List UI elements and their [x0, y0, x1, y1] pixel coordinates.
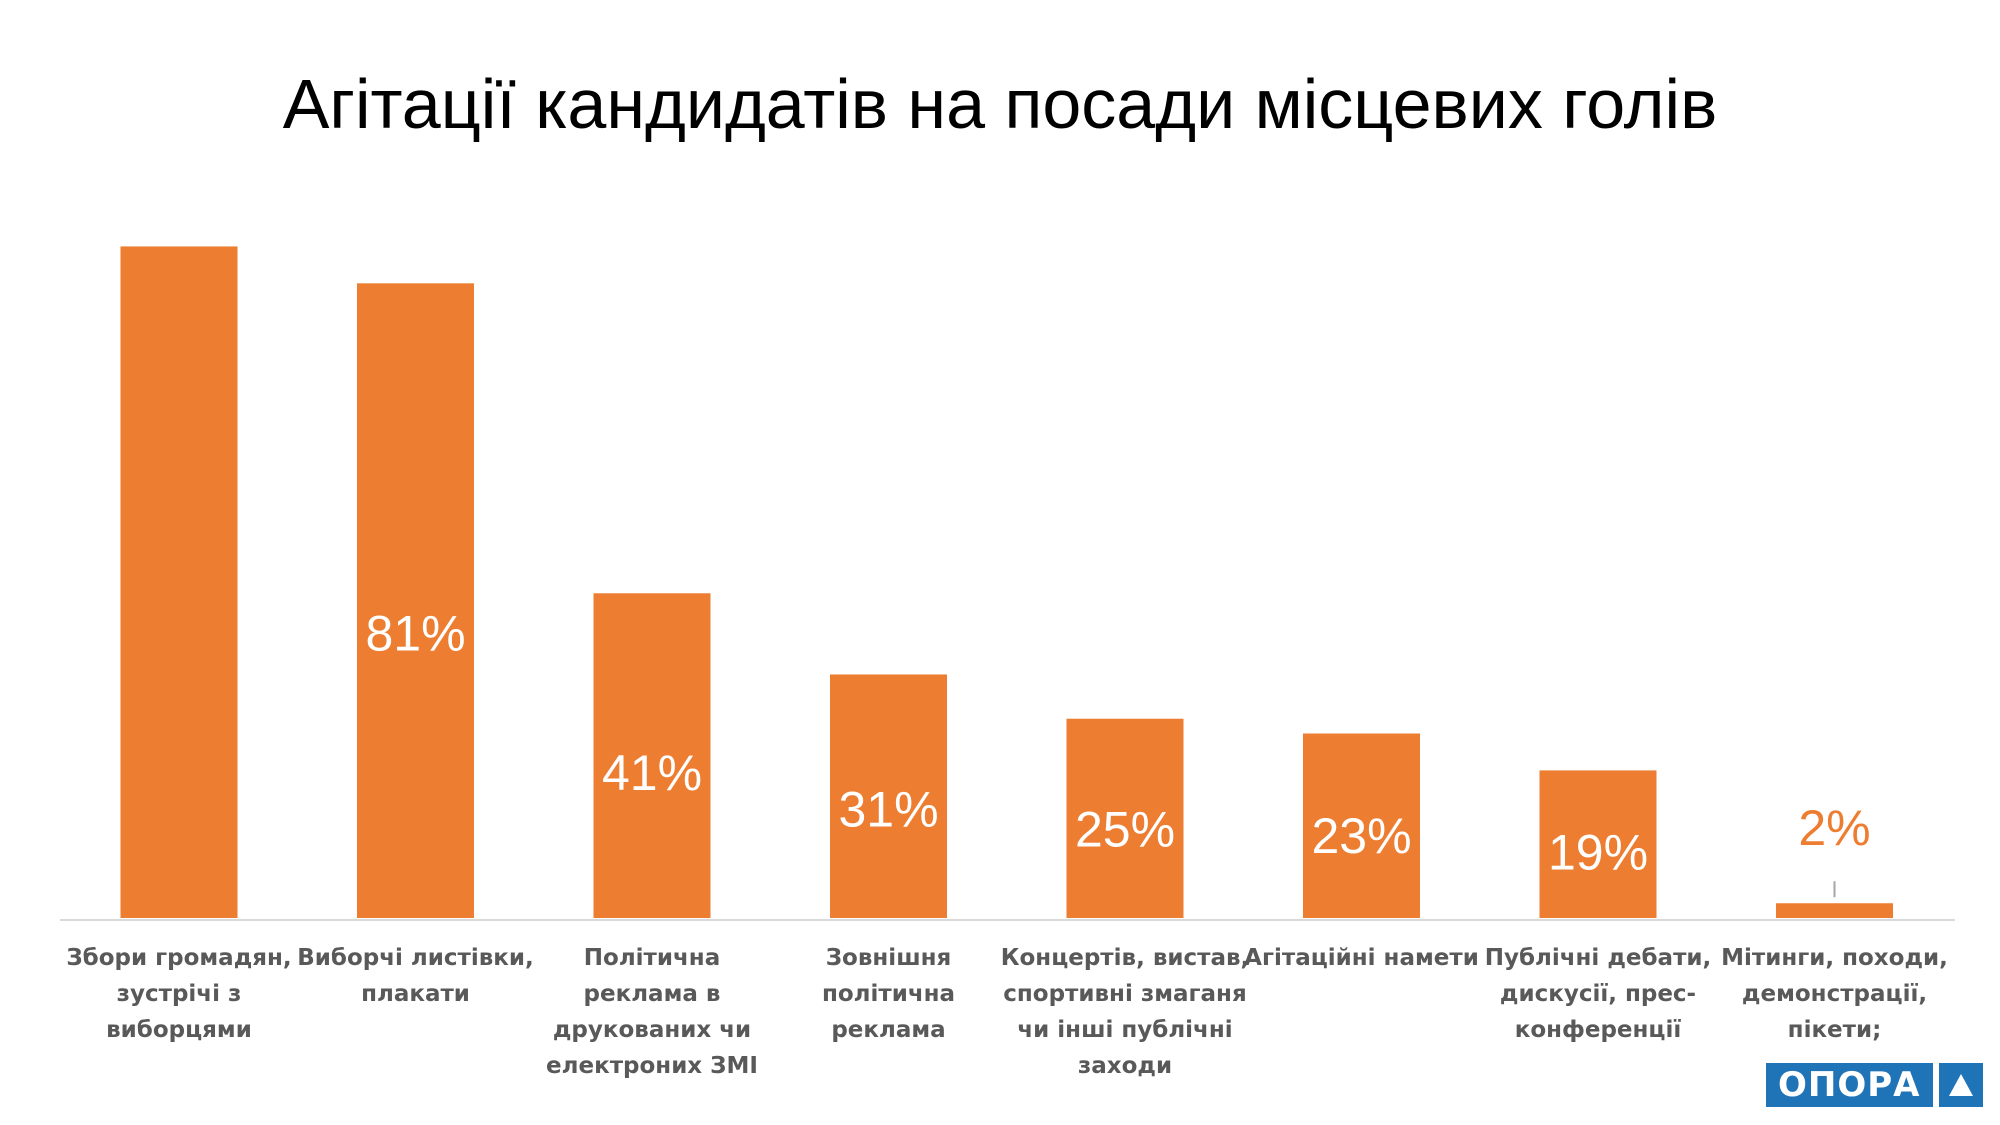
bar-2	[357, 283, 474, 918]
value-label-2: 81%	[365, 605, 465, 661]
category-label-line: політична	[822, 981, 955, 1007]
logo-text: ОПОРА	[1766, 1063, 1933, 1107]
value-label-8: 2%	[1798, 800, 1870, 856]
category-label-7: Публічні дебати, дискусії, прес-конференц…	[1485, 945, 1712, 1043]
category-label-3: Політична реклама в друкованих чи електрони…	[546, 945, 758, 1079]
bar-3	[593, 593, 711, 918]
bar-4	[830, 674, 947, 918]
category-label-line: чи інші публічні	[1017, 1017, 1232, 1043]
category-label-line: демонстрації,	[1742, 981, 1927, 1007]
category-label-line: Виборчі листівки,	[297, 945, 533, 971]
logo-gap	[1932, 1063, 1939, 1107]
category-label-line: друкованих чи	[553, 1017, 751, 1043]
category-label-line: Мітинги, походи,	[1721, 945, 1948, 971]
value-label-4: 31%	[838, 781, 938, 837]
category-label-6: Агітаційні намети	[1244, 945, 1479, 971]
bar-1	[120, 246, 238, 919]
category-label-line: пікети;	[1788, 1017, 1882, 1043]
value-labels-layer: 81% 41% 31% 25% 23% 19% 2%	[365, 605, 1871, 898]
category-label-line: Політична	[584, 945, 720, 971]
opora-logo: ОПОРА	[1766, 1063, 1983, 1107]
category-label-line: Зовнішня	[826, 945, 952, 971]
category-labels-layer: Збори громадян, зустрічі з виборцями Виборч…	[66, 945, 1948, 1079]
bar-8	[1776, 903, 1893, 918]
category-label-line: конференції	[1515, 1017, 1682, 1043]
category-label-line: Публічні дебати,	[1485, 945, 1712, 971]
bar-6	[1303, 733, 1420, 918]
category-label-5: Концертів, вистав, спортивні змаганя чи ін…	[1001, 945, 1250, 1079]
category-label-line: заходи	[1078, 1053, 1172, 1079]
value-label-5: 25%	[1075, 801, 1175, 857]
category-label-4: Зовнішня політична реклама	[822, 945, 955, 1043]
category-label-line: Збори громадян,	[66, 945, 291, 971]
triangle-icon	[1938, 1063, 1983, 1107]
category-label-2: Виборчі листівки, плакати	[297, 945, 533, 1007]
category-label-line: плакати	[361, 981, 470, 1007]
category-label-1: Збори громадян, зустрічі з виборцями	[66, 945, 291, 1043]
category-label-line: зустрічі з	[117, 981, 242, 1007]
bar-7	[1539, 770, 1657, 918]
chart-title: Агітації кандидатів на посади місцевих г…	[283, 65, 1718, 143]
value-label-7: 19%	[1548, 825, 1648, 881]
category-label-line: електроних ЗМІ	[546, 1053, 758, 1079]
bars-layer	[120, 246, 1893, 919]
category-label-line: дискусії, прес-	[1500, 981, 1696, 1007]
value-label-3: 41%	[602, 745, 702, 801]
category-label-line: спортивні змаганя	[1003, 981, 1246, 1007]
category-label-line: виборцями	[106, 1017, 252, 1043]
category-label-line: Концертів, вистав,	[1001, 945, 1250, 971]
category-label-line: Агітаційні намети	[1244, 945, 1479, 971]
category-label-8: Мітинги, походи, демонстрації, пікети;	[1721, 945, 1948, 1043]
bar-5	[1066, 718, 1184, 918]
category-label-line: реклама	[831, 1017, 945, 1043]
category-label-line: реклама в	[584, 981, 721, 1007]
value-label-6: 23%	[1311, 808, 1411, 864]
